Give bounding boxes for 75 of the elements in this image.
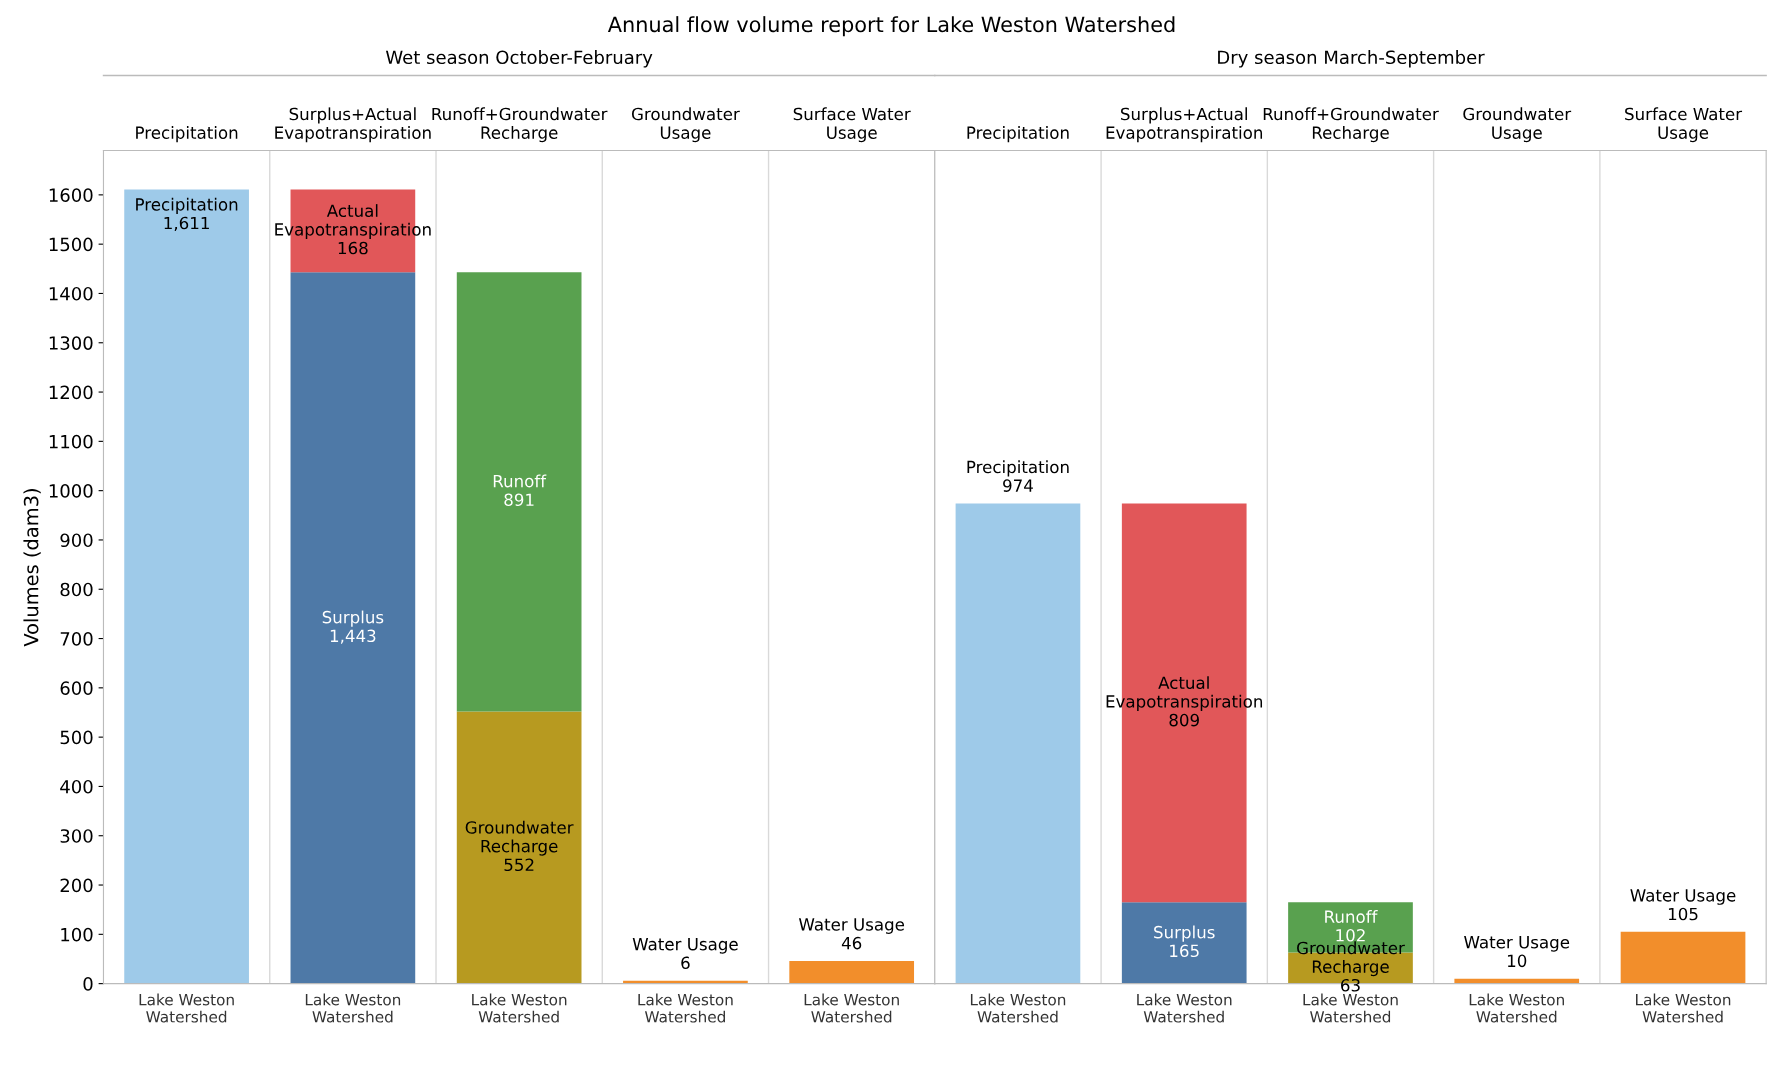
text: Lake Weston Watershed [472,993,567,1023]
data-label: 10 [1507,954,1527,968]
y-tick-label: 1500 [49,237,93,252]
x-tick-label: Surface Water Usage [1625,107,1743,143]
y-tick-label: 1400 [49,286,93,301]
x-tick-label: Precipitation [967,126,1069,143]
series-label: Groundwater Recharge [465,820,574,856]
y-tick-label: 1000 [49,484,93,498]
text: Water Usage [798,918,905,934]
x-tick-label: Surplus+Actual Evapotranspiration [275,107,431,143]
y-tick-label: 1200 [49,385,93,400]
data-label: 168 [338,241,368,255]
chart-subtitle: Dry season March-September [1218,50,1485,68]
x-tick-label: Precipitation [136,126,238,143]
bar [456,711,582,984]
data-label: 102 [1336,928,1365,942]
text: Lake Weston Watershed [1636,993,1731,1023]
chart-subtitle: Wet season October-February [385,50,653,68]
bar [456,272,582,712]
y-tick-label: 200 [60,878,93,893]
y-tick-label: 100 [61,927,93,942]
x-tick-label: Groundwater Usage [631,107,740,143]
series-label: Surplus [1154,925,1215,942]
y-tick-label: 400 [60,779,93,794]
text: Lake Weston Watershed [1469,993,1564,1023]
y-tick-label: 1300 [49,336,93,350]
y-tick-label: 1600 [49,188,93,202]
x-tick-label: Surface Water Usage [793,107,911,143]
data-label: 6 [681,956,690,970]
data-label: 891 [504,493,534,507]
text: Lake Weston Watershed [804,993,899,1023]
bar [1121,902,1247,984]
text: Lake Weston Watershed [139,993,234,1023]
data-label: 809 [1169,713,1199,727]
text: Water Usage [1464,936,1570,952]
series-label: Water Usage [1630,889,1736,905]
series-label: Groundwater Recharge [1297,941,1405,977]
series-label: Precipitation [967,460,1069,477]
data-label: 1,443 [330,629,376,644]
bar [1620,931,1746,984]
series-label: Precipitation [136,197,238,214]
series-label: Water Usage [632,938,738,954]
data-label: 1,611 [164,216,209,232]
y-tick-label: 600 [60,681,93,695]
y-tick-label: 800 [60,582,93,597]
y-tick-label: 300 [60,829,93,843]
y-tick-label: 700 [60,632,93,646]
data-label: 552 [504,858,534,872]
bar [290,272,416,984]
data-label: 105 [1668,907,1698,921]
y-tick-label: 900 [60,533,93,548]
bar [124,189,249,984]
y-axis-title: Volumes (dam3) [23,489,41,647]
data-label: 165 [1170,944,1199,958]
series-label: Runoff [493,474,547,488]
bar [955,503,1081,984]
x-tick-label: Groundwater Usage [1463,107,1572,143]
chart-title: Annual flow volume report for Lake Weston Watershed [607,16,1175,37]
bar [789,960,915,984]
text: Lake Weston Watershed [1137,993,1232,1023]
text: Lake Weston Watershed [1303,993,1398,1023]
y-tick-label: 0 [83,977,93,991]
bar [1288,902,1413,953]
series-label: Runoff [1325,910,1378,923]
x-tick-label: Surplus+Actual Evapotranspiration [1106,107,1263,143]
series-label: Surplus [322,610,384,627]
text: Lake Weston Watershed [970,993,1066,1023]
text: Lake Weston Watershed [305,993,401,1023]
x-tick-label: Runoff+Groundwater Recharge [432,107,608,143]
x-tick-label: Runoff+Groundwater Recharge [1263,107,1439,143]
y-tick-label: 500 [60,730,93,745]
data-label: 46 [841,936,862,950]
y-tick-label: 1100 [49,434,93,449]
text: Lake Weston Watershed [638,993,733,1023]
data-label: 974 [1003,479,1033,492]
